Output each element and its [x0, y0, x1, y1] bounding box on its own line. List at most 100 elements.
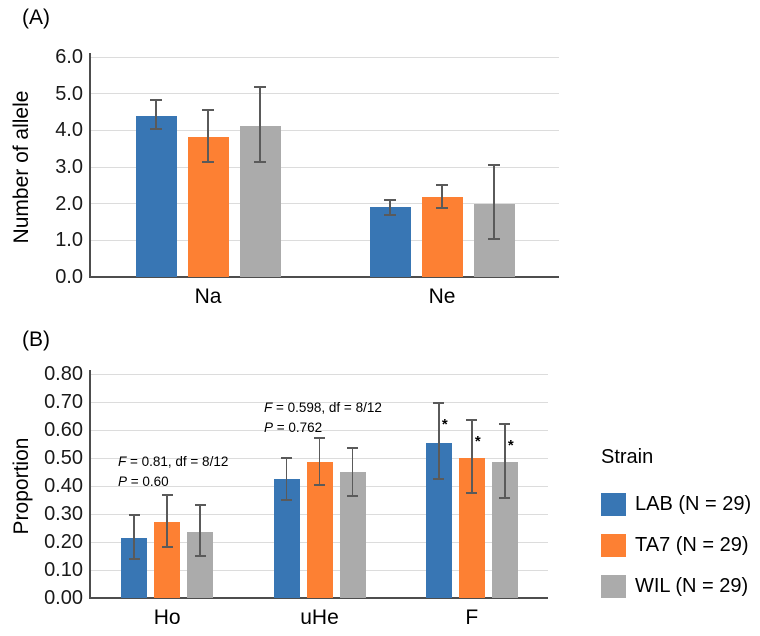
errorbar-cap-bottom-wil-uhe — [347, 495, 358, 498]
gridline — [91, 203, 559, 205]
x-category-label-na: Na — [194, 285, 222, 308]
x-axis-line — [91, 597, 548, 599]
errorbar-cap-bottom-lab-f — [433, 478, 445, 481]
bar-ta7-ne — [421, 197, 463, 277]
errorbar-ta7-f — [471, 418, 473, 495]
x-category-label-f: F — [465, 606, 479, 629]
errorbar-cap-top-wil-ne — [488, 164, 500, 167]
y-tick-label: 0.0 — [55, 266, 83, 288]
gridline — [91, 166, 559, 168]
errorbar-wil-f — [504, 423, 506, 499]
y-tick-label: 0.10 — [44, 559, 83, 581]
errorbar-cap-top-ta7-f — [466, 418, 478, 421]
legend-item-wil: WIL (N = 29) — [601, 574, 751, 598]
errorbar-cap-bottom-wil-ne — [488, 238, 500, 241]
stat-annotation-uhe: F = 0.598, df = 8/12 P = 0.762 — [264, 400, 382, 435]
ta7-color-swatch — [601, 533, 626, 557]
errorbar-cap-top-lab-ho — [128, 514, 140, 516]
y-tick-label: 0.20 — [44, 531, 83, 553]
errorbar-cap-bottom-lab-ne — [384, 213, 396, 216]
errorbar-cap-top-ta7-ne — [436, 183, 448, 186]
errorbar-lab-ho — [133, 514, 135, 561]
errorbar-cap-top-ta7-ho — [161, 494, 173, 497]
y-tick-label: 0.30 — [44, 503, 83, 525]
legend-item-lab: LAB (N = 29) — [601, 492, 751, 516]
gridline — [91, 93, 559, 95]
errorbar-lab-uhe — [285, 456, 288, 502]
errorbar-lab-f — [438, 402, 440, 481]
gridline — [91, 129, 559, 131]
bar-lab-na — [135, 115, 177, 277]
errorbar-cap-bottom-ta7-na — [202, 161, 214, 164]
errorbar-ta7-ne — [441, 183, 443, 210]
wil-color-swatch — [601, 574, 626, 598]
y-axis-line — [89, 53, 91, 278]
errorbar-cap-top-lab-f — [433, 402, 445, 404]
panel-a-label: (A) — [22, 6, 50, 29]
x-axis-line — [91, 276, 559, 278]
legend-item-wil-label: WIL (N = 29) — [635, 574, 749, 597]
errorbar-cap-bottom-ta7-ne — [436, 207, 448, 210]
errorbar-cap-bottom-wil-f — [499, 496, 511, 499]
errorbar-cap-top-ta7-na — [202, 109, 214, 112]
x-category-label-ne: Ne — [428, 285, 456, 308]
errorbar-wil-uhe — [351, 446, 354, 498]
legend-item-ta7: TA7 (N = 29) — [601, 533, 751, 557]
lab-color-swatch — [601, 492, 626, 516]
significance-asterisk-wil-f: * — [507, 437, 514, 454]
x-category-label-ho: Ho — [153, 606, 181, 629]
y-tick-label: 5.0 — [55, 82, 83, 105]
legend: Strain LAB (N = 29) TA7 (N = 29) WIL (N … — [601, 446, 751, 615]
y-tick-label: 0.80 — [44, 363, 83, 385]
gridline — [91, 56, 559, 58]
errorbar-cap-top-wil-na — [254, 86, 266, 89]
panel-b-label: (B) — [22, 328, 50, 351]
y-tick-label: 0.50 — [44, 447, 83, 469]
bar-lab-ne — [369, 207, 411, 277]
errorbar-cap-bottom-lab-ho — [128, 558, 140, 561]
errorbar-cap-bottom-wil-ho — [194, 555, 206, 558]
errorbar-cap-bottom-wil-na — [254, 161, 266, 164]
y-tick-label: 4.0 — [55, 119, 83, 142]
errorbar-ta7-uhe — [318, 437, 321, 486]
errorbar-wil-na — [259, 86, 261, 164]
errorbar-cap-bottom-ta7-ho — [161, 545, 173, 548]
errorbar-cap-top-lab-uhe — [281, 456, 292, 459]
y-tick-label: 2.0 — [55, 192, 83, 215]
x-category-label-uhe: uHe — [300, 606, 339, 629]
errorbar-cap-top-wil-f — [499, 423, 511, 425]
errorbar-wil-ho — [199, 504, 201, 558]
errorbar-ta7-na — [207, 109, 209, 164]
errorbar-ta7-ho — [166, 494, 168, 548]
errorbar-cap-top-lab-ne — [384, 199, 396, 202]
errorbar-cap-top-wil-ho — [194, 504, 206, 507]
significance-asterisk-lab-f: * — [441, 416, 448, 433]
y-axis-line — [89, 370, 91, 599]
y-tick-label: 0.70 — [44, 391, 83, 413]
errorbar-wil-ne — [493, 164, 495, 241]
legend-title: Strain — [601, 446, 654, 468]
stat-annotation-ho: F = 0.81, df = 8/12 P = 0.60 — [118, 454, 229, 489]
errorbar-cap-bottom-lab-na — [150, 128, 162, 131]
errorbar-lab-na — [155, 99, 157, 131]
gridline — [91, 401, 548, 403]
gridline — [91, 373, 548, 375]
errorbar-cap-bottom-lab-uhe — [281, 499, 292, 502]
legend-item-ta7-label: TA7 (N = 29) — [635, 533, 749, 556]
y-tick-label: 0.60 — [44, 419, 83, 441]
y-tick-label: 6.0 — [55, 46, 83, 68]
errorbar-cap-top-wil-uhe — [347, 446, 358, 449]
y-tick-label: 0.40 — [44, 475, 83, 497]
y-tick-label: 3.0 — [55, 156, 83, 178]
errorbar-cap-bottom-ta7-f — [466, 492, 478, 495]
significance-asterisk-ta7-f: * — [474, 432, 481, 450]
errorbar-cap-top-ta7-uhe — [314, 437, 325, 439]
gridline — [91, 429, 548, 431]
legend-item-lab-label: LAB (N = 29) — [635, 492, 752, 515]
gridline — [91, 239, 559, 241]
y-tick-label: 1.0 — [55, 229, 83, 252]
y-tick-label: 0.00 — [44, 587, 83, 609]
errorbar-lab-ne — [389, 199, 391, 216]
errorbar-cap-top-lab-na — [150, 99, 162, 102]
